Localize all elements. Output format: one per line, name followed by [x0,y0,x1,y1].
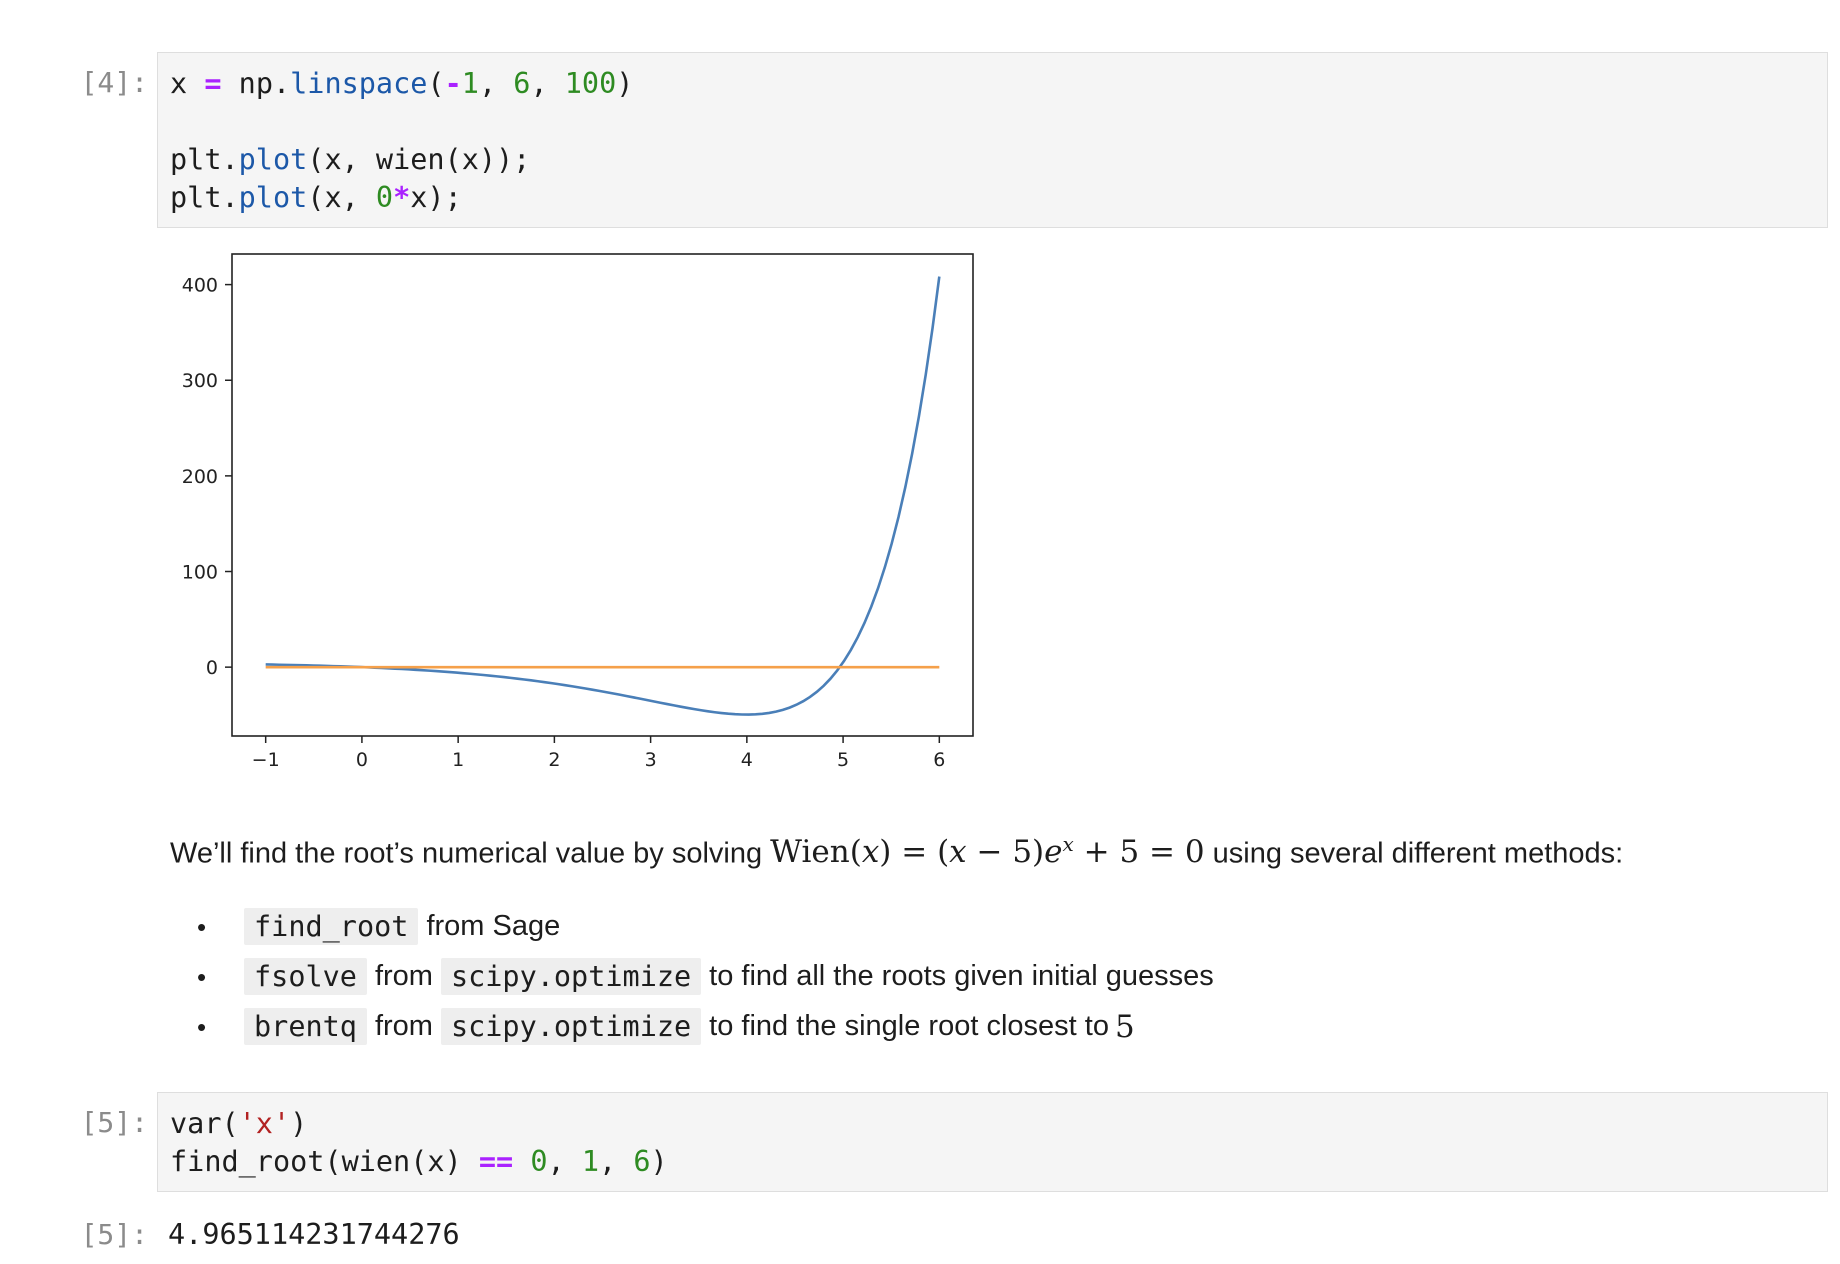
code-token: ) [616,67,634,100]
code-token: * [393,181,411,214]
code-token: 0 [530,1145,548,1178]
code-token: 0 [375,181,394,214]
intro-text-before: We’ll find the root’s numerical value by… [170,837,771,870]
code-token: ) [290,1107,308,1140]
wien-plot-output: −1 0 1 2 3 4 5 6 0 100 200 300 400 [182,253,974,771]
code-cell-5[interactable]: var('x') find_root(wien(x) == 0, 1, 6) [157,1092,1828,1192]
code-token: 100 [564,67,617,100]
bullet-text: from Sage [426,910,561,942]
code-token: plot [238,143,308,176]
plot-frame [231,253,974,737]
code-token: plot [238,181,308,214]
code-token: 'x' [238,1107,291,1140]
code-token: 1 [581,1145,600,1178]
x-tick-label: 2 [548,749,560,771]
code-token: , [599,1145,634,1178]
code-token [513,1145,530,1178]
markdown-intro: We’ll find the root’s numerical value by… [170,828,1623,870]
x-tick-label: −1 [252,749,280,771]
code-token: ( [427,67,445,100]
inline-code: scipy.optimize [440,1008,702,1045]
y-axis-ticks: 0 100 200 300 400 [182,275,232,679]
inline-code: brentq [244,1008,367,1045]
code-token: 6 [633,1145,651,1178]
cell-5-input-prompt: [5]: [80,1106,148,1139]
y-tick-label: 300 [182,370,218,392]
code-token: - [444,67,462,100]
wien-equation: Wien(x) = (x − 5)ex + 5 = 0 [770,832,1205,871]
code-line: var('x') [170,1107,307,1140]
inline-code: find_root [244,908,419,945]
code-token: linspace [290,67,428,100]
y-tick-label: 100 [182,562,218,584]
code-token: 6 [513,67,531,100]
code-token: x [170,67,205,100]
bullet-icon: • [197,1012,207,1042]
cell-4-input-prompt: [4]: [80,66,148,99]
code-token: , [478,67,514,100]
bullet-icon: • [197,962,207,992]
code-line: x = np.linspace(-1, 6, 100) [170,67,633,100]
code-line: plt.plot(x, 0*x); [170,181,462,214]
code-token: == [478,1145,514,1178]
code-token: plt. [170,143,239,176]
x-tick-label: 3 [645,749,657,771]
y-tick-label: 0 [206,657,218,679]
x-tick-label: 4 [741,749,753,771]
code-token: find_root(wien(x) [170,1145,479,1178]
code-token: var( [170,1107,239,1140]
code-token: (x, wien(x)); [307,143,531,176]
code-token: , [530,67,565,100]
cell-5-output-prompt: [5]: [80,1218,148,1251]
x-tick-label: 6 [933,749,945,771]
bullet-text: from [374,960,433,992]
plot-lines [265,276,941,716]
cell-5-output-value: 4.965114231744276 [168,1218,460,1251]
code-token: ) [650,1145,668,1178]
wien-curve-line [265,276,941,716]
code-token: , [547,1145,582,1178]
code-token: (x, [307,181,376,214]
bullet-text: from [374,1010,433,1042]
code-token: plt. [170,181,239,214]
x-axis-ticks: −1 0 1 2 3 4 5 6 [252,736,945,771]
code-token: np. [221,67,291,100]
code-token: 1 [461,67,479,100]
x-tick-label: 1 [452,749,464,771]
x-tick-label: 5 [837,749,849,771]
code-cell-4[interactable]: x = np.linspace(-1, 6, 100) plt.plot(x, … [157,52,1828,228]
intro-text-after: using several different methods: [1204,837,1624,870]
code-line: plt.plot(x, wien(x)); [170,143,530,176]
root-guess-value: 5 [1114,1008,1135,1045]
y-tick-label: 400 [182,275,218,297]
bullet-text: to find all the roots given initial gues… [709,960,1214,992]
y-tick-label: 200 [182,466,218,488]
bullet-icon: • [197,912,207,942]
x-tick-label: 0 [356,749,368,771]
inline-code: scipy.optimize [440,958,702,995]
inline-code: fsolve [244,958,367,995]
bullet-text: to find the single root closest to [709,1010,1109,1042]
code-token: = [204,67,222,100]
code-line: find_root(wien(x) == 0, 1, 6) [170,1145,668,1178]
code-token: x); [410,181,462,214]
